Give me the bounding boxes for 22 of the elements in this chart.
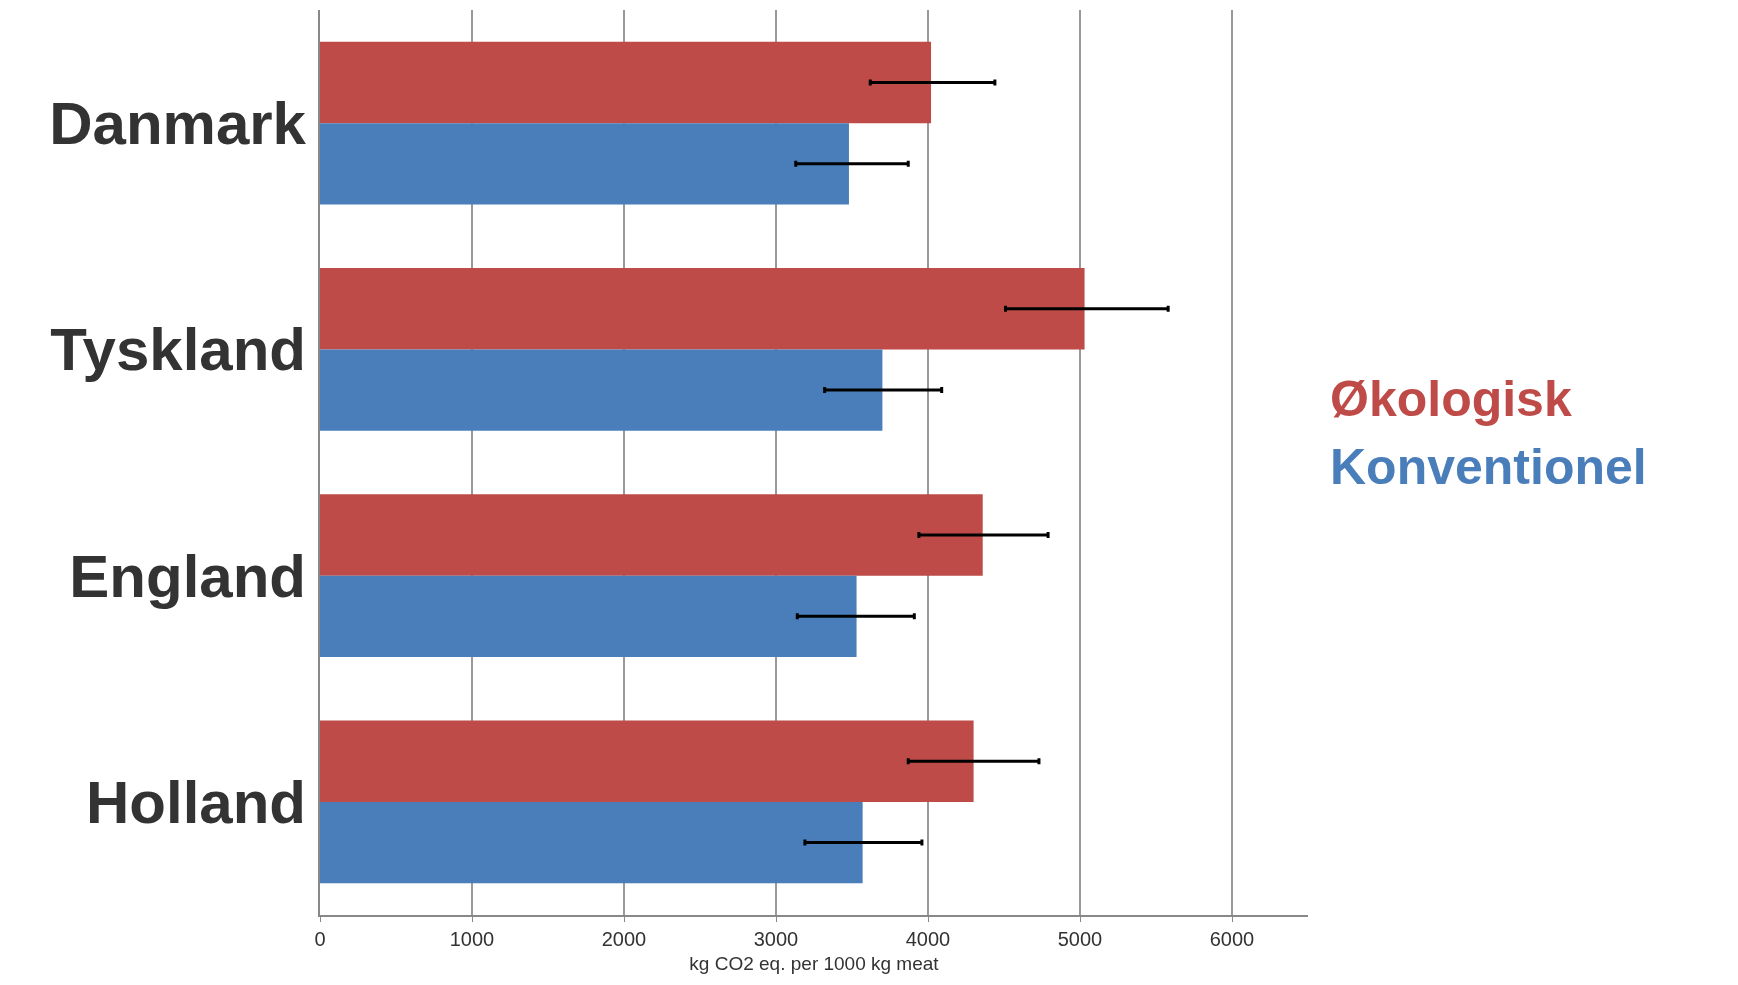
y-tick-label: Tyskland (50, 316, 306, 384)
text: Økologisk (1330, 371, 1572, 427)
x-tick-label: 6000 (1209, 928, 1255, 950)
x-tick-label: 5000 (1057, 928, 1103, 950)
bar (320, 123, 849, 205)
x-tick-label: 3000 (753, 928, 799, 950)
x-tick-label: 4000 (905, 928, 951, 950)
bar (320, 575, 857, 658)
y-tick-label: Danmark (49, 90, 307, 158)
bar (320, 801, 863, 884)
y-tick-label: Holland (86, 768, 306, 836)
x-tick-label: 1000 (449, 928, 495, 950)
bar (320, 494, 983, 576)
bar (320, 41, 932, 124)
text: Konventionel (1330, 439, 1647, 495)
x-tick-label: 2000 (601, 928, 647, 950)
bar (320, 349, 883, 431)
y-tick-label: England (69, 542, 306, 610)
x-tick-label: 0 (314, 928, 326, 950)
bar (320, 720, 974, 802)
bar (320, 267, 1085, 350)
x-axis-title: kg CO2 eq. per 1000 kg meat (689, 953, 940, 975)
